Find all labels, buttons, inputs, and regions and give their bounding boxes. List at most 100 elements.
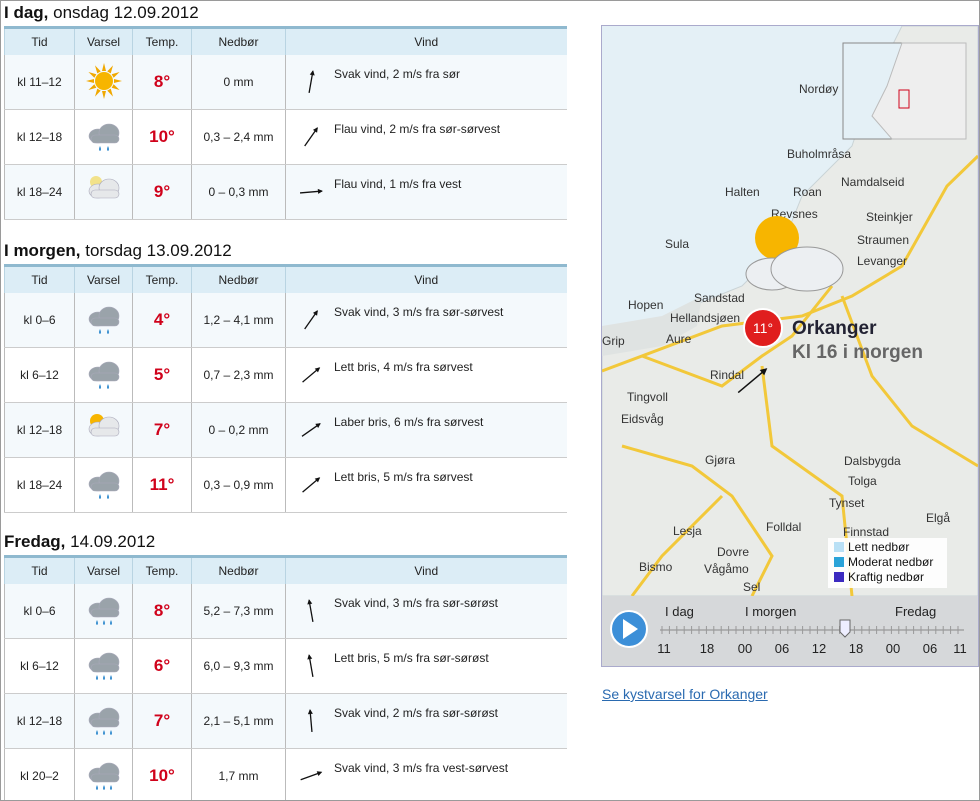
timeline-day: I dag	[665, 604, 694, 619]
time: kl 12–18	[4, 109, 75, 165]
weather-icon	[88, 361, 119, 389]
time: kl 6–12	[4, 638, 75, 694]
timeline-hour: 11	[953, 641, 967, 656]
cloud	[88, 471, 119, 491]
place-label: Steinkjer	[866, 210, 913, 224]
legend-label: Lett nedbør	[848, 540, 909, 554]
day-date: 14.09.2012	[70, 532, 156, 551]
wind-text: Flau vind, 1 m/s fra vest	[334, 177, 462, 191]
ray	[94, 88, 101, 97]
wind-text: Svak vind, 3 m/s fra sør-sørøst	[334, 596, 499, 610]
legend-label: Kraftig nedbør	[848, 570, 924, 584]
arrow-shaft	[737, 368, 767, 394]
cloud-part	[90, 317, 119, 326]
column-header: Temp.	[132, 26, 192, 55]
forecast-row: kl 0–6 8° 5,2 – 7,3 mm Svak vind, 3 m/s fra…	[4, 584, 567, 639]
place-label: Roan	[793, 185, 822, 199]
icon-cell	[74, 55, 133, 110]
cloud	[88, 123, 119, 143]
wind-cell: Lett bris, 5 m/s fra sørvest	[285, 457, 567, 513]
wind-cell: Svak vind, 3 m/s fra sør-sørvest	[285, 293, 567, 348]
timeline: I dag I morgen Fredag 11 18 00 06 12 18 00 06 11	[602, 596, 978, 666]
ray	[111, 83, 120, 90]
temperature: 4°	[153, 310, 171, 329]
time: kl 12–18	[4, 402, 75, 458]
temperature: 10°	[149, 766, 175, 785]
legend-swatch	[834, 572, 844, 582]
icon-cell	[74, 293, 133, 348]
precipitation: 0,3 – 0,9 mm	[191, 457, 286, 513]
precipitation: 1,2 – 4,1 mm	[191, 293, 286, 348]
column-header: Varsel	[74, 26, 133, 55]
weather-icon	[88, 707, 119, 735]
ray	[113, 78, 122, 83]
legend-swatch	[834, 542, 844, 552]
arrow	[308, 70, 315, 93]
temp-cell: 10°	[132, 109, 192, 165]
arrow	[307, 654, 314, 677]
weather-icon	[88, 306, 119, 334]
forecast-row: kl 12–18 10° 0,3 – 2,4 mm Flau vind, 2 m/s …	[4, 109, 567, 165]
place-label: Buholmråsa	[787, 147, 851, 161]
coast-link[interactable]: Se kystvarsel for Orkanger	[602, 686, 768, 702]
cloud	[88, 707, 119, 727]
temp-cell: 4°	[132, 293, 192, 348]
precipitation: 1,7 mm	[191, 748, 286, 800]
forecast-row: kl 11–12 8° 0 mm Svak vind, 2 m/s fra sør	[4, 55, 567, 110]
column-header: Varsel	[74, 555, 133, 584]
temperature: 8°	[153, 601, 171, 620]
marker-temp: 11°	[753, 320, 773, 336]
forecast-row: kl 6–12 6° 6,0 – 9,3 mm Lett bris, 5 m/s fr…	[4, 638, 567, 694]
wind-cell: Svak vind, 3 m/s fra vest-sørvest	[285, 748, 567, 800]
place-label: Rindal	[710, 368, 744, 382]
temperature: 11°	[149, 475, 175, 494]
arrow	[299, 188, 323, 194]
road	[621, 444, 774, 597]
wind-cell: Flau vind, 2 m/s fra sør-sørvest	[285, 109, 567, 165]
cloud	[88, 416, 119, 436]
header-row: Tid Varsel Temp. Nedbør Vind	[4, 26, 567, 55]
icon-cell	[74, 109, 133, 165]
timeline-day: Fredag	[895, 604, 936, 619]
wind-cell: Svak vind, 2 m/s fra sør	[285, 55, 567, 110]
icon-cell	[74, 402, 133, 458]
drop	[95, 729, 98, 735]
column-header: Vind	[285, 264, 567, 293]
arrow	[301, 423, 321, 437]
place-label: Folldal	[766, 520, 801, 534]
place-label: Levanger	[857, 254, 907, 268]
temperature: 7°	[153, 711, 171, 730]
day-heading: I morgen, torsdag 13.09.2012	[4, 241, 232, 261]
precipitation: 5,2 – 7,3 mm	[191, 584, 286, 639]
cloud-part	[770, 246, 844, 292]
ray	[106, 88, 113, 97]
temperature: 10°	[149, 127, 175, 146]
place-label: Elgå	[926, 511, 950, 525]
drop	[102, 674, 105, 680]
timeline-slider[interactable]	[839, 619, 851, 638]
place-label: Tingvoll	[627, 390, 668, 404]
cloud	[88, 762, 119, 782]
drop	[95, 619, 98, 625]
drop	[106, 328, 109, 334]
timeline-day: I morgen	[745, 604, 796, 619]
timeline-hour: 06	[923, 641, 937, 656]
cloud-part	[90, 189, 119, 198]
cloud	[88, 306, 119, 326]
weather-icon	[88, 471, 119, 499]
place-label: Sel	[743, 580, 760, 594]
arrow	[302, 367, 321, 383]
ray	[101, 62, 106, 71]
drop	[109, 674, 112, 680]
ray	[101, 90, 106, 99]
column-header: Tid	[4, 264, 75, 293]
column-header: Vind	[285, 555, 567, 584]
time: kl 6–12	[4, 347, 75, 403]
temperature: 6°	[153, 656, 171, 675]
wind-text: Flau vind, 2 m/s fra sør-sørvest	[334, 122, 501, 136]
forecast-row: kl 6–12 5° 0,7 – 2,3 mm Lett bris, 4 m/s fr…	[4, 347, 567, 403]
inset-map	[842, 42, 967, 140]
